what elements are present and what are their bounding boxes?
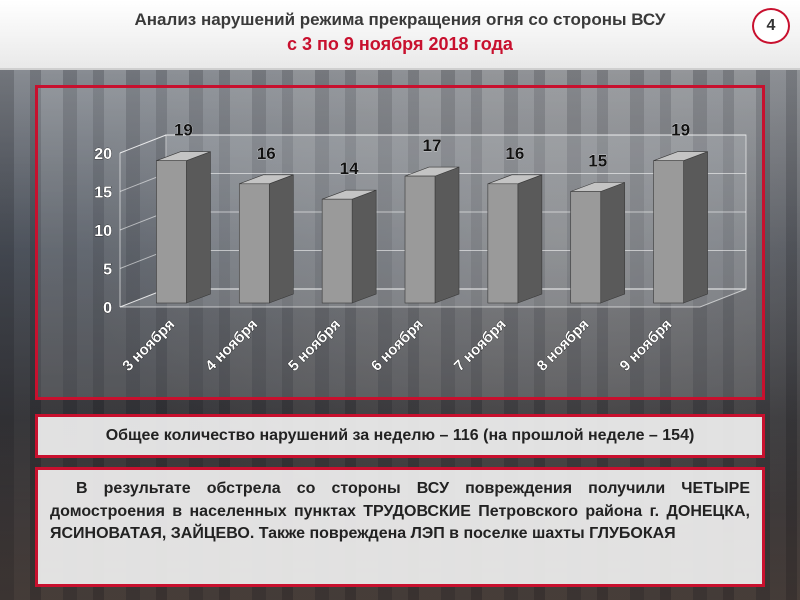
- data-label: 16: [505, 144, 524, 163]
- x-tick-label: 7 ноября: [451, 316, 510, 375]
- bar: [404, 175, 436, 304]
- data-label: 15: [588, 152, 607, 171]
- y-tick-label: 0: [103, 300, 112, 317]
- data-label: 19: [174, 121, 193, 140]
- y-tick-label: 10: [94, 223, 112, 240]
- bar-side: [683, 151, 708, 304]
- x-tick-label: 5 ноября: [285, 316, 344, 375]
- bar-side: [434, 166, 460, 304]
- bar-side: [517, 174, 543, 304]
- bar-side: [186, 151, 211, 304]
- damage-details: В результате обстрела со стороны ВСУ пов…: [35, 467, 765, 587]
- x-tick-label: 3 ноября: [119, 316, 178, 375]
- gridline: [119, 134, 746, 154]
- y-tick-label: 15: [94, 185, 112, 202]
- x-tick-label: 6 ноября: [368, 316, 427, 375]
- data-label: 19: [671, 121, 690, 140]
- bar: [238, 183, 270, 304]
- weekly-total-banner: Общее количество нарушений за неделю – 1…: [35, 414, 765, 458]
- y-tick-label: 20: [94, 146, 112, 163]
- bar: [321, 198, 353, 304]
- page-subtitle: с 3 по 9 ноября 2018 года: [287, 34, 513, 54]
- bar-side: [351, 189, 377, 304]
- bar: [570, 191, 602, 304]
- bar-side: [268, 174, 294, 304]
- page-title: Анализ нарушений режима прекращения огня…: [134, 10, 666, 29]
- x-tick-label: 9 ноября: [617, 316, 676, 375]
- data-label: 16: [257, 144, 276, 163]
- bar: [653, 160, 684, 304]
- header: Анализ нарушений режима прекращения огня…: [0, 0, 800, 70]
- x-tick-label: 4 ноября: [202, 316, 261, 375]
- bar-side: [600, 182, 626, 304]
- x-tick-label: 8 ноября: [534, 316, 593, 375]
- y-tick-label: 5: [103, 262, 112, 279]
- data-label: 14: [340, 159, 359, 178]
- bar: [487, 183, 519, 304]
- page-number-badge: 4: [752, 8, 790, 44]
- data-label: 17: [423, 136, 442, 155]
- bar: [156, 160, 187, 304]
